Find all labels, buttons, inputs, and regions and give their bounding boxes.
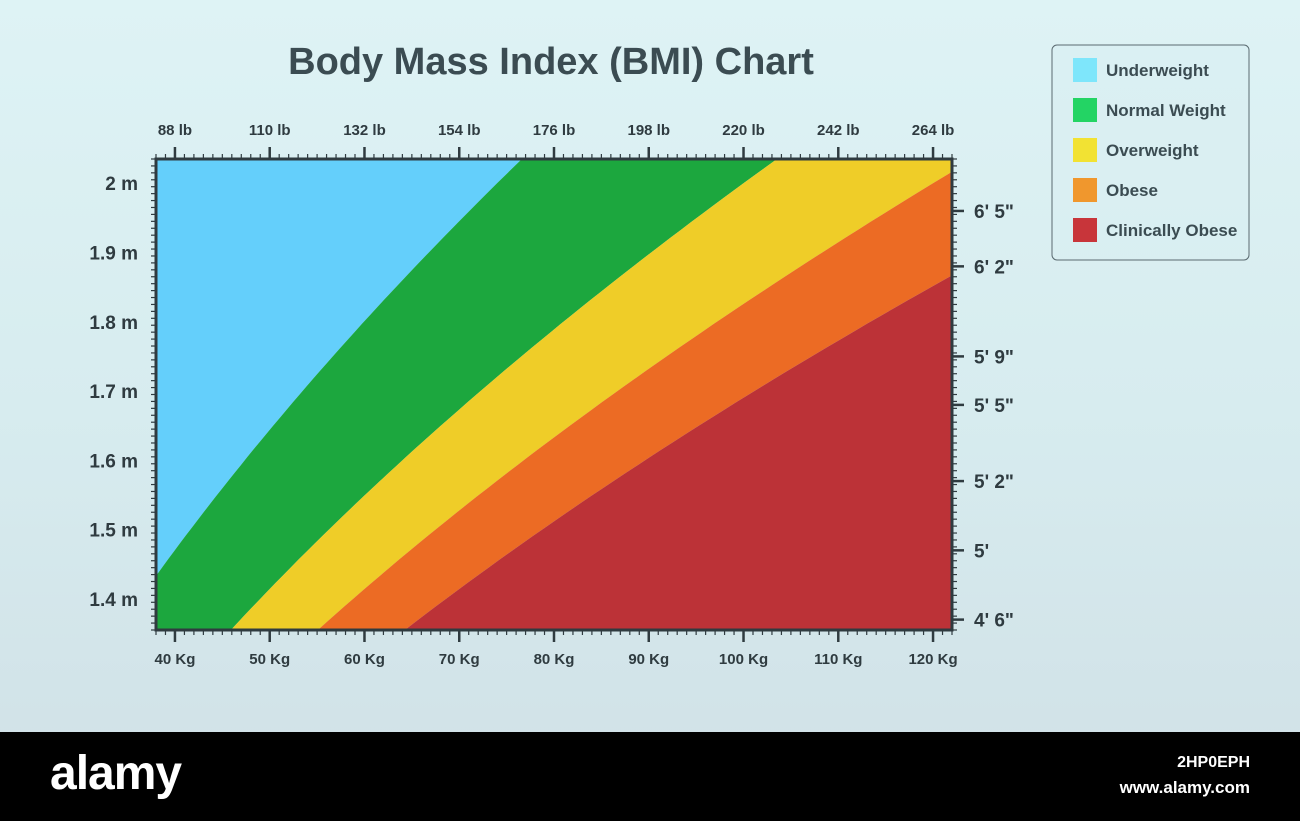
top-tick-label: 132 lb (343, 122, 386, 139)
right-tick-label: 5' 9" (974, 347, 1014, 368)
top-tick-label: 110 lb (249, 122, 291, 139)
left-tick-label: 2 m (105, 174, 138, 195)
legend-label: Obese (1106, 181, 1158, 200)
left-tick-label: 1.6 m (89, 451, 138, 472)
bottom-tick-label: 120 Kg (908, 651, 957, 668)
legend-swatch (1073, 138, 1097, 162)
top-tick-label: 242 lb (817, 122, 860, 139)
site-url: www.alamy.com (1119, 778, 1250, 797)
top-tick-label: 220 lb (722, 122, 765, 139)
bottom-tick-label: 40 Kg (155, 651, 196, 668)
legend: Underweight Normal Weight Overweight Obese C… (1051, 44, 1250, 261)
bmi-chart: Body Mass Index (BMI) Chart 40 Kg 50 Kg 60… (89, 41, 1250, 668)
bottom-tick-label: 80 Kg (534, 651, 575, 668)
bmi-region-obese (317, 171, 952, 630)
legend-label: Normal Weight (1106, 101, 1226, 120)
axes: 40 Kg 50 Kg 60 Kg 70 Kg 80 Kg 90 Kg 100 Kg 110 … (89, 122, 1014, 668)
legend-label: Overweight (1106, 141, 1199, 160)
image-id: 2HP0EPH (1177, 754, 1250, 771)
legend-label: Clinically Obese (1106, 221, 1237, 240)
left-tick-label: 1.5 m (89, 521, 138, 542)
legend-label: Underweight (1106, 61, 1209, 80)
bmi-region-normal-weight (156, 159, 777, 630)
legend-swatch (1073, 98, 1097, 122)
top-tick-label: 88 lb (158, 122, 192, 139)
plot-area (156, 159, 952, 630)
bottom-tick-label: 50 Kg (249, 651, 290, 668)
legend-swatch (1073, 178, 1097, 202)
chart-title: Body Mass Index (BMI) Chart (288, 41, 814, 83)
bottom-tick-label: 110 Kg (814, 651, 862, 668)
bottom-tick-label: 60 Kg (344, 651, 385, 668)
right-tick-label: 5' 5" (974, 396, 1014, 417)
top-tick-label: 198 lb (627, 122, 670, 139)
alamy-logo: alamy (50, 747, 182, 800)
right-tick-label: 5' (974, 541, 989, 562)
bottom-tick-label: 90 Kg (628, 651, 669, 668)
bottom-tick-label: 100 Kg (719, 651, 768, 668)
right-tick-label: 6' 2" (974, 257, 1014, 278)
right-tick-label: 5' 2" (974, 472, 1014, 493)
right-tick-label: 4' 6" (974, 611, 1014, 632)
legend-swatch (1073, 58, 1097, 82)
right-tick-label: 6' 5" (974, 202, 1014, 223)
bmi-region-overweight (230, 159, 952, 630)
top-tick-label: 176 lb (533, 122, 576, 139)
left-tick-label: 1.8 m (89, 313, 138, 334)
top-tick-label: 264 lb (912, 122, 955, 139)
left-tick-label: 1.7 m (89, 382, 138, 403)
bottom-tick-label: 70 Kg (439, 651, 480, 668)
legend-swatch (1073, 218, 1097, 242)
left-tick-label: 1.4 m (89, 590, 138, 611)
bmi-region-underweight (156, 159, 522, 576)
legend-box (1051, 44, 1250, 261)
top-tick-label: 154 lb (438, 122, 481, 139)
left-tick-label: 1.9 m (89, 244, 138, 265)
bmi-region-clinically-obese (404, 275, 952, 630)
watermark-footer: alamy 2HP0EPH www.alamy.com (0, 732, 1300, 821)
